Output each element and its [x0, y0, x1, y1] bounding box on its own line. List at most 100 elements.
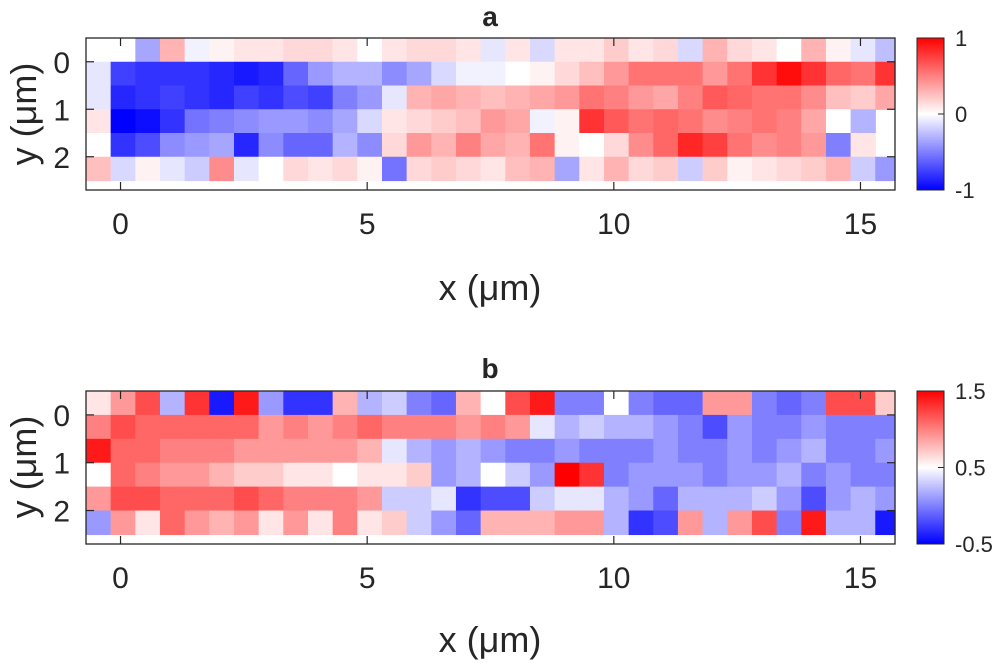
colorbar-b-ticks: 1.5 0.5 -0.5	[938, 379, 993, 557]
heatmap-b-cell	[776, 462, 802, 488]
heatmap-b-cell	[135, 462, 161, 488]
heatmap-b-cell	[850, 486, 876, 512]
heatmap-a-cell	[307, 109, 334, 134]
heatmap-a-cell	[727, 38, 753, 63]
heatmap-a-cell	[110, 109, 136, 134]
heatmap-a-cell	[455, 109, 482, 134]
heatmap-a-cell	[455, 156, 482, 182]
heatmap-b-cell	[307, 486, 334, 512]
heatmap-a-cell	[875, 156, 896, 182]
heatmap-b-cell	[628, 391, 654, 416]
heatmap-a-cell	[258, 85, 284, 110]
heatmap-b-cell	[332, 510, 358, 536]
heatmap-b-cell	[283, 462, 309, 488]
heatmap-a-cell	[110, 85, 136, 110]
heatmap-b-cell	[579, 414, 605, 440]
heatmap-a-cell	[677, 156, 704, 182]
colorbar-tick-label: 0	[955, 102, 967, 127]
heatmap-b-cell	[603, 391, 630, 416]
heatmap-a-cell	[233, 109, 260, 134]
heatmap-a-cell	[431, 38, 457, 63]
heatmap-b-cell	[875, 486, 896, 512]
heatmap-b-cell	[307, 462, 334, 488]
heatmap-b-cell	[233, 486, 260, 512]
heatmap-a-cell	[653, 156, 679, 182]
heatmap-b-cell	[603, 414, 630, 440]
heatmap-b-cell	[332, 414, 358, 440]
heatmap-b-cell	[776, 438, 802, 464]
heatmap-b-cell	[480, 486, 506, 512]
heatmap-a-cell	[233, 85, 260, 110]
heatmap-b-cell	[110, 391, 136, 416]
heatmap-b-cell	[653, 510, 679, 536]
heatmap-b-cell	[406, 486, 432, 512]
heatmap-b-cell	[603, 486, 630, 512]
heatmap-a-cell	[233, 156, 260, 182]
heatmap-b-cell	[184, 510, 210, 536]
heatmap-a-cell	[209, 156, 235, 182]
heatmap-b-cell	[283, 414, 309, 440]
heatmap-b-cell	[727, 462, 753, 488]
heatmap-b-cell	[751, 510, 778, 536]
heatmap-a-cell	[283, 38, 309, 63]
heatmap-b-cell	[677, 510, 704, 536]
heatmap-a-cell	[653, 61, 679, 87]
heatmap-b-cell	[702, 414, 728, 440]
heatmap-a-cell	[727, 85, 753, 110]
heatmap-b-cell	[480, 510, 506, 536]
heatmap-a-cell	[505, 38, 531, 63]
heatmap-a-cell	[776, 61, 802, 87]
heatmap-b-cell	[850, 438, 876, 464]
heatmap-a-cell	[332, 38, 358, 63]
y-tick-label: 2	[53, 142, 70, 175]
heatmap-a-cell	[850, 133, 876, 158]
heatmap-b-cell	[184, 414, 210, 440]
heatmap-b-cell	[653, 438, 679, 464]
heatmap-b-cell	[529, 486, 556, 512]
heatmap-a-cell	[455, 38, 482, 63]
heatmap-b-cell	[554, 510, 580, 536]
heatmap-b-cell	[727, 414, 753, 440]
heatmap-a-cell	[480, 61, 506, 87]
heatmap-a-cell	[381, 156, 408, 182]
x-tick-label: 10	[597, 208, 630, 241]
heatmap-a-cell	[579, 109, 605, 134]
heatmap-a-cell	[381, 109, 408, 134]
heatmap-b-cell	[307, 414, 334, 440]
heatmap-a-cell	[751, 61, 778, 87]
heatmap-a-cell	[159, 109, 186, 134]
heatmap-b-cell	[184, 438, 210, 464]
heatmap-a-cell	[86, 156, 112, 182]
heatmap-a-cell	[307, 61, 334, 87]
heatmap-b-cell	[159, 438, 186, 464]
heatmap-a-cell	[751, 109, 778, 134]
heatmap-b-cell	[258, 486, 284, 512]
heatmap-b-cell	[727, 391, 753, 416]
heatmap-b-cell	[209, 510, 235, 536]
heatmap-a-cell	[751, 133, 778, 158]
heatmap-b-cell	[579, 391, 605, 416]
heatmap-a-cell	[455, 61, 482, 87]
heatmap-b-cell	[233, 414, 260, 440]
heatmap-a-cell	[209, 133, 235, 158]
heatmap-a-cell	[307, 38, 334, 63]
heatmap-b-cell	[381, 462, 408, 488]
heatmap-a-cell	[135, 109, 161, 134]
heatmap-b-cell	[603, 510, 630, 536]
heatmap-a-cell	[233, 38, 260, 63]
heatmap-b-cell	[529, 510, 556, 536]
heatmap-b-cell	[702, 462, 728, 488]
heatmap-a-cell	[431, 133, 457, 158]
heatmap-a-cell	[554, 133, 580, 158]
heatmap-b-cell	[455, 510, 482, 536]
heatmap-a-cell	[801, 156, 827, 182]
colorbar-tick-label: 0.5	[955, 456, 986, 481]
heatmap-a-cell	[307, 133, 334, 158]
heatmap-b-cell	[505, 510, 531, 536]
heatmap-a-cell	[159, 156, 186, 182]
heatmap-a-cell	[135, 38, 161, 63]
heatmap-b-cell	[209, 391, 235, 416]
heatmap-b-cell	[850, 510, 876, 536]
heatmap-b-cell	[209, 414, 235, 440]
heatmap-b-cell	[505, 391, 531, 416]
